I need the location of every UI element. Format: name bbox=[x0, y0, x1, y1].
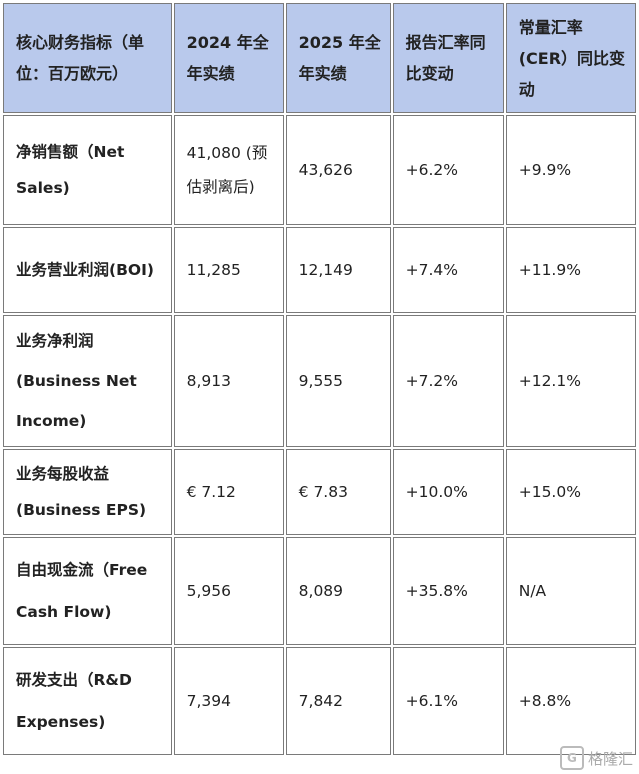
cell-cer-change: +8.8% bbox=[505, 647, 636, 755]
header-2025: 2025 年全年实绩 bbox=[285, 3, 391, 113]
table-row: 研发支出（R&D Expenses) 7,394 7,842 +6.1% +8.… bbox=[3, 647, 636, 755]
cell-cer-change: +9.9% bbox=[505, 115, 636, 225]
cell-2024: 11,285 bbox=[173, 227, 284, 313]
row-label: 业务每股收益(Business EPS) bbox=[3, 449, 172, 535]
row-label: 自由现金流（Free Cash Flow) bbox=[3, 537, 172, 645]
cell-2025: 43,626 bbox=[285, 115, 391, 225]
gelonghui-logo-icon: G bbox=[559, 746, 584, 770]
cell-cer-change: +11.9% bbox=[505, 227, 636, 313]
row-label: 研发支出（R&D Expenses) bbox=[3, 647, 172, 755]
cell-reported-change: +6.1% bbox=[392, 647, 504, 755]
cell-2025: 9,555 bbox=[285, 315, 391, 447]
header-2024: 2024 年全年实绩 bbox=[173, 3, 284, 113]
cell-2024: 7,394 bbox=[173, 647, 284, 755]
cell-2025: 8,089 bbox=[285, 537, 391, 645]
cell-reported-change: +10.0% bbox=[392, 449, 504, 535]
cell-2025: 12,149 bbox=[285, 227, 391, 313]
header-reported-change: 报告汇率同比变动 bbox=[392, 3, 504, 113]
row-label: 净销售额（Net Sales) bbox=[3, 115, 172, 225]
financial-table: 核心财务指标（单位：百万欧元） 2024 年全年实绩 2025 年全年实绩 报告… bbox=[1, 1, 638, 757]
cell-2024: 41,080 (预估剥离后) bbox=[173, 115, 284, 225]
cell-reported-change: +6.2% bbox=[392, 115, 504, 225]
watermark-text: 格隆汇 bbox=[587, 749, 633, 768]
row-label: 业务营业利润(BOI) bbox=[3, 227, 172, 313]
table-row: 自由现金流（Free Cash Flow) 5,956 8,089 +35.8%… bbox=[3, 537, 636, 645]
cell-cer-change: +15.0% bbox=[505, 449, 636, 535]
cell-cer-change: +12.1% bbox=[505, 315, 636, 447]
cell-cer-change: N/A bbox=[505, 537, 636, 645]
header-cer-change: 常量汇率(CER）同比变动 bbox=[505, 3, 636, 113]
cell-reported-change: +7.4% bbox=[392, 227, 504, 313]
watermark: G 格隆汇 bbox=[559, 746, 633, 770]
cell-2025: € 7.83 bbox=[285, 449, 391, 535]
table-row: 业务净利润(Business Net Income) 8,913 9,555 +… bbox=[3, 315, 636, 447]
cell-reported-change: +35.8% bbox=[392, 537, 504, 645]
header-metric: 核心财务指标（单位：百万欧元） bbox=[3, 3, 172, 113]
cell-2024: € 7.12 bbox=[173, 449, 284, 535]
table-row: 业务营业利润(BOI) 11,285 12,149 +7.4% +11.9% bbox=[3, 227, 636, 313]
cell-reported-change: +7.2% bbox=[392, 315, 504, 447]
table-row: 净销售额（Net Sales) 41,080 (预估剥离后) 43,626 +6… bbox=[3, 115, 636, 225]
cell-2025: 7,842 bbox=[285, 647, 391, 755]
row-label: 业务净利润(Business Net Income) bbox=[3, 315, 172, 447]
table-header-row: 核心财务指标（单位：百万欧元） 2024 年全年实绩 2025 年全年实绩 报告… bbox=[3, 3, 636, 113]
table-row: 业务每股收益(Business EPS) € 7.12 € 7.83 +10.0… bbox=[3, 449, 636, 535]
cell-2024: 8,913 bbox=[173, 315, 284, 447]
cell-2024: 5,956 bbox=[173, 537, 284, 645]
